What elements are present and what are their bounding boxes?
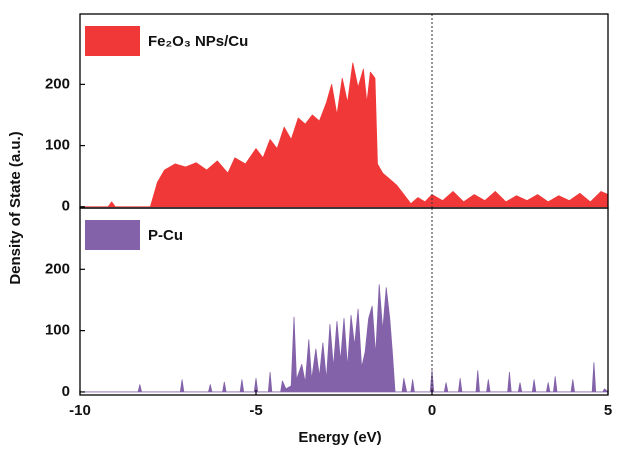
y-tick-label: 100 [45, 137, 70, 154]
area [79, 284, 609, 393]
legend-label: P-Cu [148, 227, 183, 244]
x-tick-label: 0 [428, 402, 436, 419]
y-axis-label: Density of State (a.u.) [7, 131, 24, 284]
x-tick-label: 5 [604, 402, 612, 419]
legend-swatch [85, 220, 140, 250]
y-tick-label: 100 [45, 322, 70, 339]
area [79, 62, 609, 208]
x-tick-label: -10 [69, 402, 91, 419]
legend-swatch [85, 26, 140, 56]
y-tick-label: 0 [62, 198, 70, 215]
legend-label: Fe₂O₃ NPs/Cu [148, 33, 248, 50]
y-tick-label: 200 [45, 75, 70, 92]
x-axis-label: Energy (eV) [298, 429, 381, 446]
panel-frame [79, 207, 609, 396]
y-tick-label: 0 [62, 383, 70, 400]
y-tick-label: 200 [45, 260, 70, 277]
x-tick-label: -5 [249, 402, 262, 419]
